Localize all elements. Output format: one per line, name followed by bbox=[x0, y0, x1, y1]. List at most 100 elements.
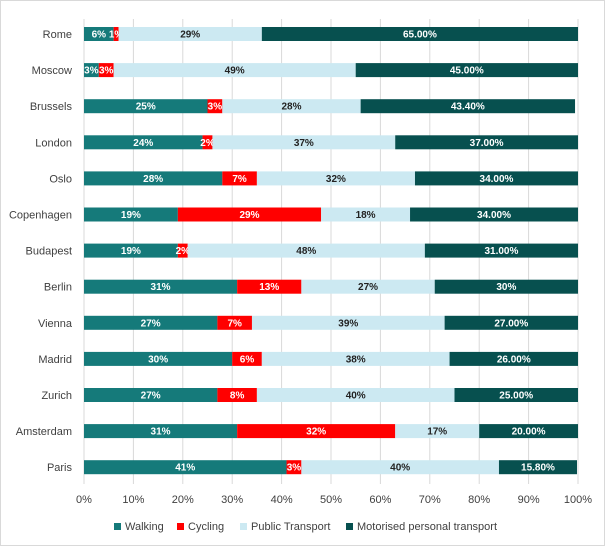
data-label: 49% bbox=[225, 66, 245, 77]
bar-motorised-personal-transport-paris bbox=[498, 460, 578, 475]
bar-walking-berlin bbox=[84, 279, 238, 294]
legend-label-walking: Walking bbox=[125, 521, 164, 533]
category-label-budapest: Budapest bbox=[26, 246, 72, 258]
bar-walking-amsterdam bbox=[84, 424, 238, 439]
legend-label-cycling: Cycling bbox=[188, 521, 224, 533]
data-label: 19% bbox=[121, 246, 141, 257]
bar-walking-paris bbox=[84, 460, 287, 475]
data-label: 65.00% bbox=[403, 30, 437, 41]
bar-motorised-personal-transport-amsterdam bbox=[479, 424, 578, 439]
data-label: 39% bbox=[338, 318, 358, 329]
bar-public-transport-berlin bbox=[301, 279, 435, 294]
bar-motorised-personal-transport-madrid bbox=[449, 351, 578, 366]
data-label: 19% bbox=[121, 210, 141, 221]
bar-walking-london bbox=[84, 135, 203, 150]
data-label: 1% bbox=[109, 30, 124, 41]
data-label: 37% bbox=[294, 138, 314, 149]
data-label: 3% bbox=[84, 66, 99, 77]
data-label: 27.00% bbox=[494, 318, 528, 329]
bar-public-transport-rome bbox=[118, 27, 262, 41]
data-label: 25% bbox=[136, 102, 156, 113]
bar-walking-copenhagen bbox=[84, 207, 178, 222]
legend-swatch-cycling bbox=[177, 523, 184, 530]
data-label: 2% bbox=[200, 138, 215, 149]
legend-label-public-transport: Public Transport bbox=[251, 521, 330, 533]
bar-cycling-paris bbox=[286, 460, 302, 475]
data-label: 30% bbox=[148, 354, 168, 365]
bar-walking-oslo bbox=[84, 171, 223, 186]
data-label: 6% bbox=[92, 30, 107, 41]
data-label: 28% bbox=[281, 102, 301, 113]
bar-walking-brussels bbox=[84, 99, 208, 114]
data-label: 32% bbox=[326, 174, 346, 185]
data-label: 6% bbox=[240, 354, 255, 365]
data-label: 30% bbox=[496, 282, 516, 293]
bar-public-transport-vienna bbox=[251, 315, 445, 330]
bar-public-transport-zurich bbox=[256, 388, 455, 402]
x-tick-label: 20% bbox=[172, 494, 194, 506]
data-label: 40% bbox=[346, 391, 366, 402]
bar-motorised-personal-transport-brussels bbox=[360, 99, 576, 114]
bar-walking-moscow bbox=[84, 63, 99, 78]
bar-walking-rome bbox=[84, 27, 114, 41]
category-label-berlin: Berlin bbox=[44, 282, 72, 294]
bar-motorised-personal-transport-copenhagen bbox=[410, 207, 578, 222]
data-label: 17% bbox=[427, 427, 447, 438]
bar-motorised-personal-transport-budapest bbox=[424, 243, 578, 258]
data-label: 29% bbox=[180, 30, 200, 41]
bar-motorised-personal-transport-moscow bbox=[355, 63, 578, 78]
data-label: 27% bbox=[358, 282, 378, 293]
data-label: 3% bbox=[208, 102, 223, 113]
bar-public-transport-amsterdam bbox=[395, 424, 480, 439]
x-tick-label: 50% bbox=[320, 494, 342, 506]
data-label: 31.00% bbox=[484, 246, 518, 257]
data-label: 31% bbox=[151, 282, 171, 293]
legend-swatch-walking bbox=[114, 523, 121, 530]
data-label: 13% bbox=[259, 282, 279, 293]
bar-motorised-personal-transport-oslo bbox=[414, 171, 578, 186]
data-label: 8% bbox=[230, 391, 245, 402]
bar-walking-budapest bbox=[84, 243, 178, 258]
bar-walking-zurich bbox=[84, 388, 218, 402]
data-label: 48% bbox=[296, 246, 316, 257]
category-label-vienna: Vienna bbox=[38, 318, 73, 330]
category-label-madrid: Madrid bbox=[38, 354, 72, 366]
bar-motorised-personal-transport-berlin bbox=[434, 279, 578, 294]
data-label: 18% bbox=[356, 210, 376, 221]
bar-public-transport-london bbox=[212, 135, 396, 150]
category-label-copenhagen: Copenhagen bbox=[9, 210, 72, 222]
bar-cycling-zurich bbox=[217, 388, 257, 402]
bar-motorised-personal-transport-vienna bbox=[444, 315, 578, 330]
bar-public-transport-brussels bbox=[222, 99, 361, 114]
bar-motorised-personal-transport-rome bbox=[261, 27, 578, 41]
x-tick-label: 100% bbox=[564, 494, 592, 506]
data-label: 28% bbox=[143, 174, 163, 185]
bar-cycling-brussels bbox=[207, 99, 223, 114]
data-label: 3% bbox=[99, 66, 114, 77]
data-label: 32% bbox=[306, 427, 326, 438]
data-label: 34.00% bbox=[477, 210, 511, 221]
data-label: 41% bbox=[175, 463, 195, 474]
data-label: 3% bbox=[287, 463, 302, 474]
data-label: 45.00% bbox=[450, 66, 484, 77]
bar-motorised-personal-transport-zurich bbox=[454, 388, 578, 402]
data-label: 43.40% bbox=[451, 102, 485, 113]
data-label: 25.00% bbox=[499, 391, 533, 402]
category-label-moscow: Moscow bbox=[32, 65, 72, 77]
bar-public-transport-moscow bbox=[113, 63, 356, 78]
category-labels: Rome Moscow Brussels London Oslo Copenhagen Bu… bbox=[9, 29, 73, 474]
category-label-amsterdam: Amsterdam bbox=[16, 426, 72, 438]
x-tick-label: 10% bbox=[122, 494, 144, 506]
data-label: 38% bbox=[346, 354, 366, 365]
x-axis-ticks: 0% 10% 20% 30% 40% 50% 60% 70% 80% 90% 100% bbox=[76, 494, 592, 506]
bar-cycling-moscow bbox=[98, 63, 114, 78]
bar-cycling-rome bbox=[113, 27, 119, 41]
x-tick-label: 60% bbox=[369, 494, 391, 506]
category-label-paris: Paris bbox=[47, 462, 73, 474]
bar-cycling-vienna bbox=[217, 315, 252, 330]
bar-public-transport-paris bbox=[301, 460, 499, 475]
data-label: 26.00% bbox=[497, 354, 531, 365]
x-tick-label: 80% bbox=[468, 494, 490, 506]
